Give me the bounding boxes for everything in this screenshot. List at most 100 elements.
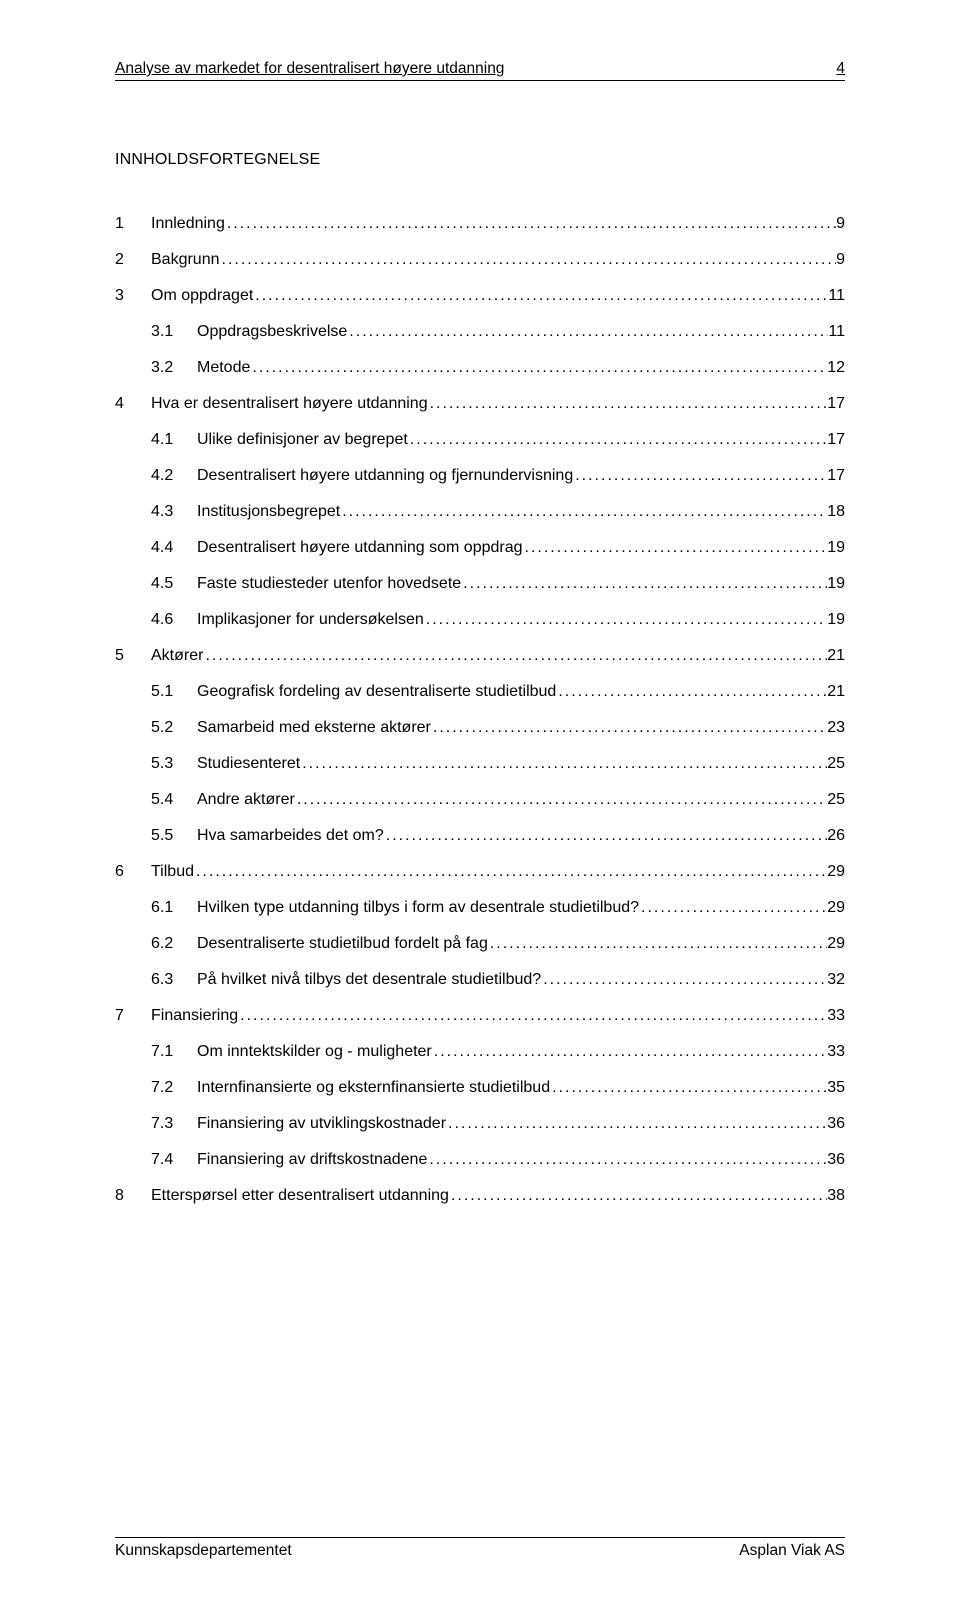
toc-leader-dots	[446, 1115, 827, 1133]
toc-row: 6.3På hvilket nivå tilbys det desentrale…	[115, 971, 845, 989]
toc-label: Hva samarbeides det om?	[197, 827, 384, 845]
toc-number: 4.5	[151, 575, 197, 593]
toc-row: 7.4Finansiering av driftskostnadene36	[115, 1151, 845, 1169]
toc-label: Hvilken type utdanning tilbys i form av …	[197, 899, 639, 917]
toc-number: 5.1	[151, 683, 197, 701]
toc-label: Ulike definisjoner av begrepet	[197, 431, 408, 449]
header-title: Analyse av markedet for desentralisert h…	[115, 60, 504, 78]
toc-row: 6.1Hvilken type utdanning tilbys i form …	[115, 899, 845, 917]
toc-label: Tilbud	[151, 863, 194, 881]
toc-leader-dots	[432, 1043, 827, 1061]
toc-row: 6Tilbud29	[115, 863, 845, 881]
toc-number: 3	[115, 287, 151, 305]
toc-row: 4.5Faste studiesteder utenfor hovedsete1…	[115, 575, 845, 593]
toc-row: 8Etterspørsel etter desentralisert utdan…	[115, 1187, 845, 1205]
toc-row: 7.1Om inntektskilder og - muligheter33	[115, 1043, 845, 1061]
toc-label: Innledning	[151, 215, 225, 233]
page-header: Analyse av markedet for desentralisert h…	[115, 60, 845, 81]
toc-leader-dots	[488, 935, 827, 953]
toc-row: 5.3Studiesenteret25	[115, 755, 845, 773]
toc-number: 6	[115, 863, 151, 881]
toc-row: 3Om oppdraget11	[115, 287, 845, 305]
toc-row: 5.1Geografisk fordeling av desentraliser…	[115, 683, 845, 701]
toc-number: 8	[115, 1187, 151, 1205]
toc-row: 1Innledning 9	[115, 215, 845, 233]
toc-page-number: 21	[827, 683, 845, 701]
toc-page-number: 36	[827, 1151, 845, 1169]
toc-number: 5	[115, 647, 151, 665]
toc-leader-dots	[461, 575, 827, 593]
toc-leader-dots	[225, 215, 836, 233]
toc-number: 3.2	[151, 359, 197, 377]
toc-row: 4.6Implikasjoner for undersøkelsen19	[115, 611, 845, 629]
toc-number: 1	[115, 215, 151, 233]
toc-page-number: 9	[836, 215, 845, 233]
toc-leader-dots	[220, 251, 837, 269]
toc-leader-dots	[408, 431, 827, 449]
toc-number: 2	[115, 251, 151, 269]
toc-page-number: 17	[827, 395, 845, 413]
toc-leader-dots	[340, 503, 827, 521]
toc-number: 4.4	[151, 539, 197, 557]
toc-number: 3.1	[151, 323, 197, 341]
toc-leader-dots	[573, 467, 827, 485]
toc-label: Hva er desentralisert høyere utdanning	[151, 395, 428, 413]
toc-label: Andre aktører	[197, 791, 295, 809]
footer-right: Asplan Viak AS	[739, 1542, 845, 1560]
toc-label: Studiesenteret	[197, 755, 300, 773]
toc-row: 5Aktører21	[115, 647, 845, 665]
toc-row: 2Bakgrunn9	[115, 251, 845, 269]
toc-label: Etterspørsel etter desentralisert utdann…	[151, 1187, 449, 1205]
toc-number: 4.3	[151, 503, 197, 521]
toc-number: 6.1	[151, 899, 197, 917]
document-page: Analyse av markedet for desentralisert h…	[0, 0, 960, 1620]
toc-label: Samarbeid med eksterne aktører	[197, 719, 431, 737]
toc-row: 3.1Oppdragsbeskrivelse11	[115, 323, 845, 341]
toc-number: 7.2	[151, 1079, 197, 1097]
toc-leader-dots	[449, 1187, 827, 1205]
toc-label: Internfinansierte og eksternfinansierte …	[197, 1079, 550, 1097]
footer-left: Kunnskapsdepartementet	[115, 1542, 292, 1560]
toc-label: På hvilket nivå tilbys det desentrale st…	[197, 971, 541, 989]
toc-page-number: 19	[827, 539, 845, 557]
toc-number: 4.2	[151, 467, 197, 485]
toc-page-number: 17	[827, 467, 845, 485]
toc-label: Desentralisert høyere utdanning som oppd…	[197, 539, 523, 557]
toc-leader-dots	[550, 1079, 827, 1097]
toc-row: 5.5Hva samarbeides det om?26	[115, 827, 845, 845]
toc-page-number: 17	[827, 431, 845, 449]
table-of-contents: 1Innledning 9 2Bakgrunn9 3Om oppdraget11 3.1…	[115, 215, 845, 1205]
toc-label: Desentralisert høyere utdanning og fjern…	[197, 467, 573, 485]
toc-page-number: 38	[827, 1187, 845, 1205]
toc-page-number: 25	[827, 755, 845, 773]
toc-row: 5.4Andre aktører25	[115, 791, 845, 809]
toc-label: Om oppdraget	[151, 287, 253, 305]
toc-page-number: 18	[827, 503, 845, 521]
toc-row: 7.2Internfinansierte og eksternfinansier…	[115, 1079, 845, 1097]
toc-row: 4.4Desentralisert høyere utdanning som o…	[115, 539, 845, 557]
toc-row: 4Hva er desentralisert høyere utdanning 1…	[115, 395, 845, 413]
toc-heading: INNHOLDSFORTEGNELSE	[115, 151, 845, 169]
toc-label: Metode	[197, 359, 250, 377]
toc-number: 4	[115, 395, 151, 413]
toc-row: 6.2Desentraliserte studietilbud fordelt …	[115, 935, 845, 953]
toc-page-number: 21	[827, 647, 845, 665]
toc-page-number: 19	[827, 611, 845, 629]
toc-number: 5.2	[151, 719, 197, 737]
toc-number: 7.1	[151, 1043, 197, 1061]
toc-label: Bakgrunn	[151, 251, 220, 269]
page-footer: Kunnskapsdepartementet Asplan Viak AS	[115, 1537, 845, 1560]
toc-page-number: 36	[827, 1115, 845, 1133]
toc-leader-dots	[295, 791, 827, 809]
toc-page-number: 35	[827, 1079, 845, 1097]
toc-leader-dots	[347, 323, 828, 341]
toc-leader-dots	[384, 827, 827, 845]
toc-leader-dots	[431, 719, 827, 737]
toc-leader-dots	[556, 683, 827, 701]
toc-label: Om inntektskilder og - muligheter	[197, 1043, 432, 1061]
toc-leader-dots	[424, 611, 827, 629]
toc-row: 4.1Ulike definisjoner av begrepet17	[115, 431, 845, 449]
toc-row: 4.2Desentralisert høyere utdanning og fj…	[115, 467, 845, 485]
toc-leader-dots	[250, 359, 827, 377]
toc-number: 7.4	[151, 1151, 197, 1169]
